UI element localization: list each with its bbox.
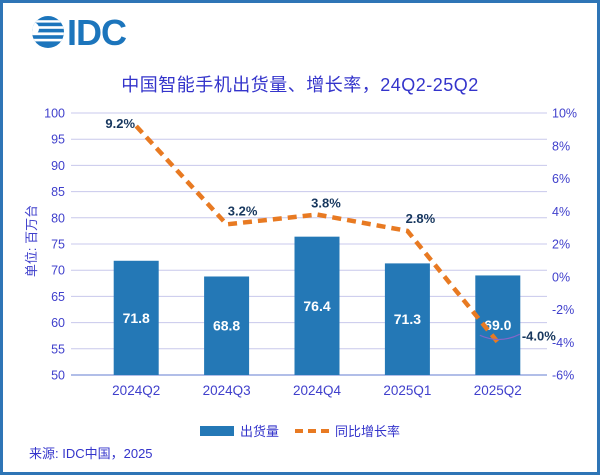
- bar-2024Q2: [113, 260, 159, 375]
- legend-item-growth: 同比增长率: [295, 421, 400, 440]
- dashed-line-swatch-icon: [295, 428, 329, 433]
- growth-point-label: 2.8%: [406, 211, 436, 226]
- y2-axis-tick-label: 2%: [552, 238, 570, 252]
- y-axis-tick-label: 65: [51, 290, 65, 304]
- y2-axis-tick-label: 8%: [552, 139, 570, 153]
- y2-axis-tick-label: 10%: [552, 107, 577, 121]
- legend-label: 同比增长率: [335, 424, 401, 439]
- y2-axis-tick-label: 4%: [552, 205, 570, 219]
- y2-axis-tick-label: 0%: [552, 270, 570, 284]
- bar-2024Q3: [204, 276, 250, 375]
- y2-axis-tick-label: -2%: [552, 303, 574, 317]
- combo-chart: 100 95 90 85 80 75 70 65 60 55 50 10% 8% 6% 4% 2% 0% -2% -…: [44, 107, 577, 399]
- y2-axis-tick-label: -6%: [552, 369, 574, 383]
- chart-title: 中国智能手机出货量、增长率，24Q2-25Q2: [121, 75, 479, 95]
- y2-axis-tick-label: 6%: [552, 172, 570, 186]
- bar-swatch-icon: [199, 425, 234, 436]
- idc-logo: IDC: [32, 12, 128, 53]
- bar-value-label: 71.3: [394, 311, 421, 327]
- y-axis-tick-label: 80: [51, 211, 65, 225]
- y-axis-tick-label: 75: [51, 238, 65, 252]
- y-axis-tick-label: 55: [51, 342, 65, 356]
- legend-item-shipments: 出货量: [199, 421, 279, 440]
- label-leader-line: [479, 333, 521, 341]
- legend-label: 出货量: [239, 424, 279, 439]
- y-axis-tick-label: 50: [51, 369, 65, 383]
- growth-point-label: 9.2%: [105, 116, 135, 131]
- bar-value-label: 76.4: [303, 298, 330, 314]
- y2-axis-tick-label: -4%: [552, 336, 574, 350]
- y-axis-tick-label: 95: [51, 133, 65, 147]
- growth-point-label: 3.2%: [228, 203, 258, 218]
- x-axis-tick-label: 2024Q3: [203, 383, 251, 398]
- x-axis-tick-label: 2024Q4: [293, 383, 342, 398]
- growth-point-label: 3.8%: [311, 196, 341, 211]
- chart-legend: 出货量 同比增长率: [3, 421, 597, 440]
- growth-point-label: -4.0%: [522, 328, 556, 343]
- y-axis-tick-label: 85: [51, 185, 65, 199]
- source-note: 来源: IDC中国，2025: [29, 446, 153, 461]
- idc-logo-text: IDC: [67, 12, 127, 53]
- bar-2024Q4: [294, 236, 340, 375]
- growth-line: [134, 124, 500, 344]
- y-axis-tick-label: 60: [51, 316, 65, 330]
- bar-2025Q1: [384, 263, 430, 375]
- x-axis-tick-label: 2025Q2: [474, 383, 522, 398]
- y-axis-tick-label: 90: [51, 159, 65, 173]
- y-axis-tick-label: 100: [44, 107, 65, 121]
- x-axis-tick-label: 2024Q2: [112, 383, 160, 398]
- bar-value-label: 69.0: [484, 317, 511, 333]
- idc-globe-icon: [32, 16, 64, 48]
- bar-value-label: 68.8: [213, 318, 240, 334]
- x-axis-tick-label: 2025Q1: [383, 383, 431, 398]
- y-axis-tick-label: 70: [51, 264, 65, 278]
- bar-value-label: 71.8: [123, 310, 150, 326]
